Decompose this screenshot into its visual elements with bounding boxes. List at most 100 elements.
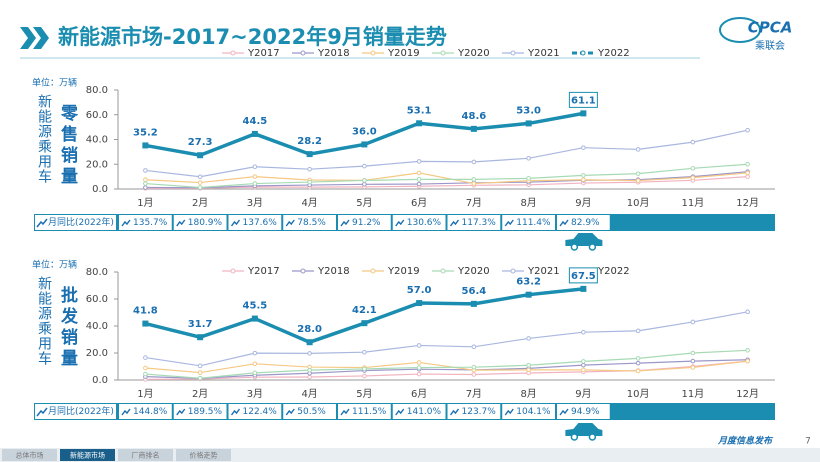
yoy-value: 94.9% xyxy=(571,407,600,417)
x-tick-label: 2月 xyxy=(192,388,208,400)
y-tick-label: 0.0 xyxy=(92,184,108,195)
legend-label: Y2017 xyxy=(247,48,280,59)
x-tick-label: 1月 xyxy=(137,388,153,400)
point-marker xyxy=(525,291,532,298)
series-line xyxy=(145,349,748,379)
x-tick-label: 11月 xyxy=(682,388,705,400)
point-marker xyxy=(416,181,422,187)
data-label: 27.3 xyxy=(188,137,213,148)
footer-tab-label: 新能源市场 xyxy=(70,451,105,460)
legend-label: Y2020 xyxy=(457,266,490,277)
data-label: 36.0 xyxy=(352,126,377,137)
point-marker xyxy=(306,339,313,346)
x-tick-label: 12月 xyxy=(736,388,759,400)
data-label: 48.6 xyxy=(462,111,487,122)
point-marker xyxy=(143,177,148,183)
yoy-cell-icon xyxy=(176,219,186,227)
point-marker xyxy=(470,125,477,132)
yoy-cell xyxy=(338,215,391,230)
point-marker xyxy=(252,370,258,376)
point-marker xyxy=(581,367,586,373)
yoy-value: 144.8% xyxy=(133,407,168,417)
point-marker xyxy=(635,360,641,366)
series-line xyxy=(145,360,748,374)
yoy-cell xyxy=(173,404,227,419)
point-marker xyxy=(362,349,367,355)
yoy-icon xyxy=(36,218,48,228)
y-tick-label: 60.0 xyxy=(86,294,108,305)
point-marker xyxy=(690,319,696,325)
point-marker xyxy=(471,177,477,182)
point-marker xyxy=(635,178,641,183)
data-label: 41.8 xyxy=(133,306,158,317)
x-tick-label: 6月 xyxy=(411,388,427,400)
point-marker xyxy=(581,177,586,183)
point-marker xyxy=(416,365,422,370)
y-tick-label: 20.0 xyxy=(86,159,108,170)
x-tick-label: 5月 xyxy=(356,197,372,209)
point-marker xyxy=(526,176,531,181)
side-label: 新能源乘用车 xyxy=(36,276,52,366)
point-marker xyxy=(252,350,258,356)
point-marker xyxy=(745,174,750,179)
yoy-value: 91.2% xyxy=(352,218,381,228)
yoy-value: 123.7% xyxy=(462,407,497,417)
point-marker xyxy=(197,152,204,159)
point-marker xyxy=(362,178,367,183)
legend-marker xyxy=(230,50,236,56)
yoy-value: 135.7% xyxy=(133,218,168,228)
footer-tab xyxy=(60,449,115,461)
point-marker xyxy=(635,328,641,334)
yoy-cell xyxy=(557,404,610,419)
point-marker xyxy=(690,175,696,180)
data-label: 42.1 xyxy=(352,305,377,316)
point-marker xyxy=(416,170,422,176)
legend-label: Y2020 xyxy=(457,48,490,59)
point-marker xyxy=(143,181,148,186)
point-marker xyxy=(690,365,696,370)
series-line xyxy=(145,311,748,367)
yoy-value: 78.5% xyxy=(297,218,326,228)
yoy-label-cell xyxy=(35,215,116,230)
x-tick-label: 4月 xyxy=(301,388,317,400)
car-icon xyxy=(565,423,603,436)
point-marker xyxy=(252,181,258,186)
point-marker xyxy=(307,374,312,380)
x-tick-label: 12月 xyxy=(736,197,759,209)
series-line xyxy=(145,176,748,189)
point-marker xyxy=(142,142,149,149)
yoy-cell-icon xyxy=(176,408,186,416)
point-marker xyxy=(745,348,750,353)
point-marker xyxy=(252,361,258,367)
yoy-cell xyxy=(392,404,446,419)
x-tick-label: 8月 xyxy=(520,388,536,400)
legend-marker xyxy=(300,268,306,274)
point-marker xyxy=(416,177,422,182)
yoy-cell-icon xyxy=(340,408,350,416)
point-marker xyxy=(416,343,422,348)
data-label: 56.4 xyxy=(462,286,487,297)
point-marker xyxy=(580,110,587,117)
footer-tab-label: 价格走势 xyxy=(190,451,218,460)
legend-label: Y2018 xyxy=(317,266,350,277)
y-tick-label: 80.0 xyxy=(86,267,108,278)
point-marker xyxy=(745,358,750,364)
yoy-label: 月同比(2022年) xyxy=(48,405,114,417)
chart-label: 批发销量 xyxy=(57,285,79,370)
point-marker xyxy=(635,147,641,152)
label-box xyxy=(568,91,598,108)
legend-marker xyxy=(510,268,516,274)
footer-tab-label: 厂商排名 xyxy=(132,451,160,460)
point-marker xyxy=(416,159,422,164)
yoy-cell-icon xyxy=(230,219,241,227)
yoy-cell xyxy=(447,404,501,419)
point-marker xyxy=(745,161,750,167)
car-icon xyxy=(565,233,603,246)
x-tick-label: 6月 xyxy=(411,197,427,209)
point-marker xyxy=(745,309,750,315)
point-marker xyxy=(526,367,531,373)
legend-marker xyxy=(440,268,446,274)
yoy-value: 141.0% xyxy=(407,407,442,417)
chart-label: 零售销量 xyxy=(57,104,79,188)
